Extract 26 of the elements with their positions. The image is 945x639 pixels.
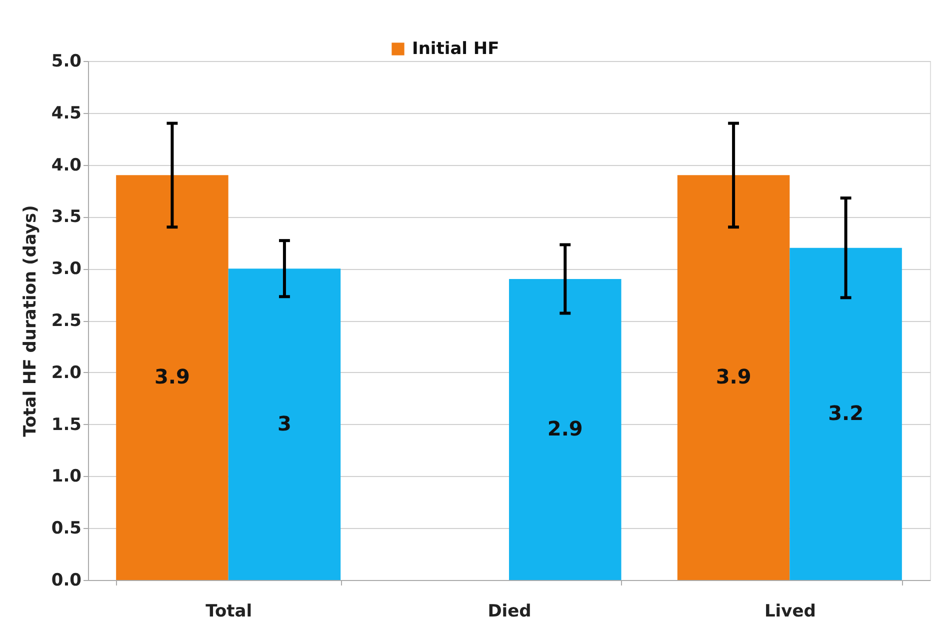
y-tick-label: 3.0 [51,259,82,280]
bar [509,278,622,580]
y-tick-label: 1.5 [51,414,82,435]
bar [228,268,341,580]
data-label: 3.9 [716,364,752,389]
data-label: 3 [278,411,292,436]
y-tick-label: 0.0 [51,570,82,590]
x-tick-label: Total [206,602,252,622]
y-tick-label: 3.5 [51,207,82,228]
y-tick-label: 1.0 [51,466,82,487]
y-tick-label: 4.5 [51,103,82,124]
bar [677,175,790,580]
x-tick-label: Died [488,602,532,622]
y-tick-label: 5.0 [51,52,82,72]
legend-label: Initial HF [412,39,500,59]
y-tick-label: 2.0 [51,362,82,383]
data-label: 3.9 [154,364,190,389]
x-tick-label: Lived [764,602,816,622]
y-tick-label: 4.0 [51,155,82,176]
data-label: 3.2 [828,400,864,425]
data-label: 2.9 [547,416,583,440]
bar [790,248,902,580]
bar [116,175,228,580]
y-tick-label: 2.5 [51,311,82,331]
y-axis-title: Total HF duration (days) [20,205,40,437]
y-tick-label: 0.5 [51,518,82,539]
